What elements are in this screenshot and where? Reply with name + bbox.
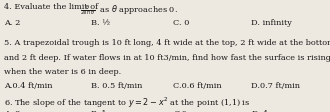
Text: B. ½: B. ½ xyxy=(91,19,110,27)
Text: C.0: C.0 xyxy=(173,110,187,112)
Text: 6. The slope of the tangent to $y = 2 - x^2$ at the point (1,1) is: 6. The slope of the tangent to $y = 2 - … xyxy=(4,95,250,110)
Text: 5. A trapezoidal trough is 10 ft long, 4 ft wide at the top, 2 ft wide at the bo: 5. A trapezoidal trough is 10 ft long, 4… xyxy=(4,39,330,47)
Text: C. 0: C. 0 xyxy=(173,19,190,27)
Text: A.-2: A.-2 xyxy=(4,110,20,112)
Text: B.-1: B.-1 xyxy=(91,110,107,112)
Text: and 2 ft deep. If water flows in at 10 ft3/min, find how fast the surface is ris: and 2 ft deep. If water flows in at 10 f… xyxy=(4,54,330,62)
Text: D.-4: D.-4 xyxy=(251,110,268,112)
Text: D.0.7 ft/min: D.0.7 ft/min xyxy=(251,82,300,90)
Text: D. infinity: D. infinity xyxy=(251,19,292,27)
Text: C.0.6 ft/min: C.0.6 ft/min xyxy=(173,82,222,90)
Text: A.0.4 ft/min: A.0.4 ft/min xyxy=(4,82,52,90)
Text: as $\theta$ approaches 0.: as $\theta$ approaches 0. xyxy=(97,3,178,16)
Text: when the water is 6 in deep.: when the water is 6 in deep. xyxy=(4,68,121,76)
Text: 4. Evaluate the limit of: 4. Evaluate the limit of xyxy=(4,3,101,11)
Text: B. 0.5 ft/min: B. 0.5 ft/min xyxy=(91,82,142,90)
Text: $\frac{\theta}{2\!\sin\theta}$: $\frac{\theta}{2\!\sin\theta}$ xyxy=(80,3,95,18)
Text: A. 2: A. 2 xyxy=(4,19,20,27)
